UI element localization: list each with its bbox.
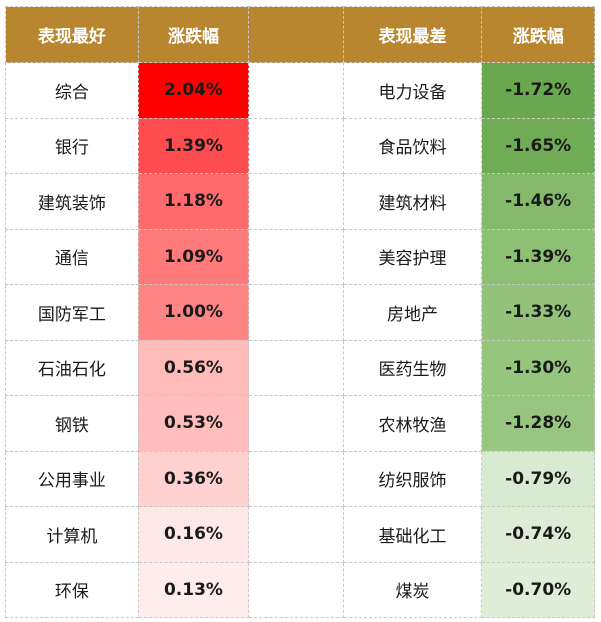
worst-industry-change: -0.79% (481, 450, 595, 507)
best-industry-name: 建筑装饰 (5, 173, 139, 230)
best-industry-change: 0.13% (137, 561, 250, 618)
spacer-cell (248, 228, 344, 285)
worst-industry-name: 纺织服饰 (342, 450, 483, 507)
table-row: 国防军工 1.00% 房地产 -1.33% (5, 284, 595, 341)
worst-industry-name: 基础化工 (342, 506, 483, 563)
worst-industry-name: 农林牧渔 (342, 395, 483, 452)
spacer-cell (248, 117, 344, 174)
spacer-cell (248, 561, 344, 618)
table-row: 石油石化 0.56% 医药生物 -1.30% (5, 339, 595, 396)
spacer-cell (248, 395, 344, 452)
header-spacer (248, 6, 344, 63)
spacer-cell (248, 450, 344, 507)
best-industry-name: 银行 (5, 117, 139, 174)
worst-industry-name: 医药生物 (342, 339, 483, 396)
worst-industry-change: -1.46% (481, 173, 595, 230)
best-industry-change: 1.18% (137, 173, 250, 230)
worst-header: 表现最差 (342, 6, 483, 63)
change-header-left: 涨跌幅 (137, 6, 250, 63)
best-industry-change: 2.04% (137, 62, 250, 119)
best-industry-name: 通信 (5, 228, 139, 285)
industry-performance-table: 表现最好 涨跌幅 表现最差 涨跌幅 综合 2.04% 电力设备 -1.72% 银行 1.3… (5, 6, 595, 618)
spacer-cell (248, 284, 344, 341)
spacer-cell (248, 62, 344, 119)
spacer-cell (248, 173, 344, 230)
table-row: 综合 2.04% 电力设备 -1.72% (5, 62, 595, 119)
worst-industry-change: -0.70% (481, 561, 595, 618)
best-industry-change: 0.53% (137, 395, 250, 452)
best-industry-name: 综合 (5, 62, 139, 119)
worst-industry-change: -1.39% (481, 228, 595, 285)
spacer-cell (248, 339, 344, 396)
best-industry-name: 公用事业 (5, 450, 139, 507)
table-row: 计算机 0.16% 基础化工 -0.74% (5, 506, 595, 563)
best-industry-change: 1.39% (137, 117, 250, 174)
best-industry-change: 0.36% (137, 450, 250, 507)
worst-industry-change: -1.30% (481, 339, 595, 396)
best-industry-name: 环保 (5, 561, 139, 618)
best-industry-name: 钢铁 (5, 395, 139, 452)
header-row: 表现最好 涨跌幅 表现最差 涨跌幅 (5, 6, 595, 63)
worst-industry-change: -1.65% (481, 117, 595, 174)
spacer-cell (248, 506, 344, 563)
worst-industry-change: -1.33% (481, 284, 595, 341)
best-industry-name: 国防军工 (5, 284, 139, 341)
change-header-right: 涨跌幅 (481, 6, 595, 63)
worst-industry-name: 煤炭 (342, 561, 483, 618)
worst-industry-change: -1.28% (481, 395, 595, 452)
table-row: 通信 1.09% 美容护理 -1.39% (5, 228, 595, 285)
best-industry-change: 1.00% (137, 284, 250, 341)
table-row: 银行 1.39% 食品饮料 -1.65% (5, 117, 595, 174)
table-row: 建筑装饰 1.18% 建筑材料 -1.46% (5, 173, 595, 230)
table-row: 环保 0.13% 煤炭 -0.70% (5, 561, 595, 618)
worst-industry-name: 食品饮料 (342, 117, 483, 174)
best-industry-name: 石油石化 (5, 339, 139, 396)
worst-industry-name: 建筑材料 (342, 173, 483, 230)
worst-industry-change: -0.74% (481, 506, 595, 563)
best-industry-change: 0.16% (137, 506, 250, 563)
worst-industry-change: -1.72% (481, 62, 595, 119)
table-row: 钢铁 0.53% 农林牧渔 -1.28% (5, 395, 595, 452)
worst-industry-name: 房地产 (342, 284, 483, 341)
best-industry-name: 计算机 (5, 506, 139, 563)
worst-industry-name: 美容护理 (342, 228, 483, 285)
best-industry-change: 0.56% (137, 339, 250, 396)
best-industry-change: 1.09% (137, 228, 250, 285)
best-header: 表现最好 (5, 6, 139, 63)
table-row: 公用事业 0.36% 纺织服饰 -0.79% (5, 450, 595, 507)
worst-industry-name: 电力设备 (342, 62, 483, 119)
